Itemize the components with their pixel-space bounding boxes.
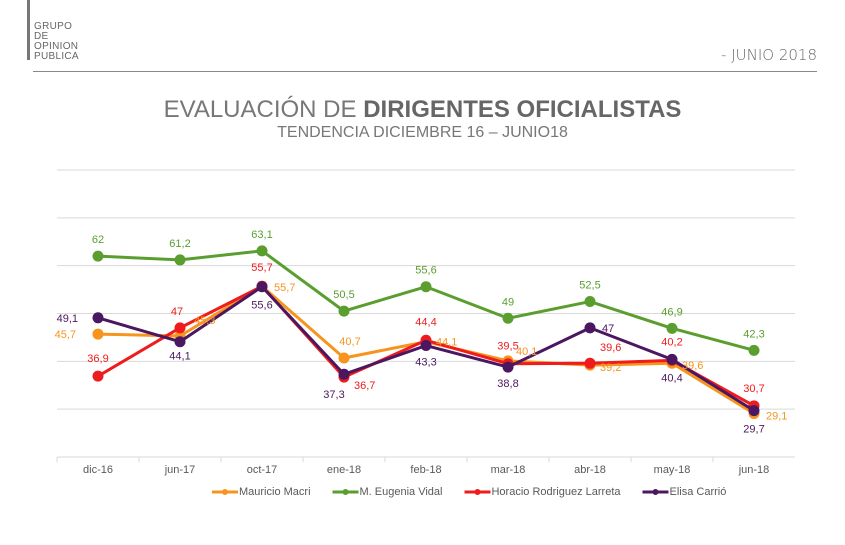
data-label: 44,1 [169,351,190,363]
legend-marker [652,489,659,495]
legend-marker [474,489,481,495]
data-label: 52,5 [579,280,600,292]
data-point [420,340,432,352]
chart-title: EVALUACIÓN DE DIRIGENTES OFICIALISTAS [0,96,845,124]
data-label: 55,6 [415,265,436,277]
data-label: 61,2 [169,238,190,250]
data-point [502,312,514,324]
data-label: 55,7 [251,262,272,274]
data-label: 47 [602,323,614,335]
data-point [502,361,514,373]
data-point [748,344,760,356]
data-point [338,352,350,364]
legend-label: Mauricio Macri [239,486,311,498]
data-point [256,245,268,257]
x-tick-label: dic-16 [83,464,113,476]
chart-subtitle: TENDENCIA DICIEMBRE 16 – JUNIO18 [277,124,568,141]
data-point [256,281,268,293]
logo-line: GRUPO [34,21,73,32]
data-label: 39,6 [600,342,621,354]
logo-mark [27,0,30,60]
data-label: 39,6 [682,360,703,372]
title-bold: DIRIGENTES OFICIALISTAS [363,96,682,123]
data-label: 40,7 [339,336,360,348]
legend-marker [222,489,228,495]
data-label: 49 [502,296,514,308]
data-point [174,322,186,334]
x-tick-label: jun-18 [738,464,770,476]
logo: GRUPO DE OPINION PUBLICA [34,22,79,62]
header-divider [33,71,817,72]
data-label: 38,8 [497,378,518,390]
data-point [92,370,104,382]
data-label: 40,2 [661,336,682,348]
legend-label: Horacio Rodriguez Larreta [491,486,621,498]
data-label: 49,1 [57,313,78,325]
data-point [92,328,104,340]
logo-line: OPINION [34,41,79,52]
x-tick-label: mar-18 [491,464,526,476]
data-label: 29,1 [766,410,787,422]
logo-line: PUBLICA [34,51,79,62]
data-point [584,357,596,369]
data-label: 39,2 [600,362,621,374]
data-label: 30,7 [743,383,764,395]
x-tick-label: ene-18 [327,464,361,476]
data-label: 42,3 [743,328,764,340]
report-date: - JUNIO 2018 [721,46,817,64]
data-point [174,336,186,348]
data-label: 36,9 [87,353,108,365]
legend-label: M. Eugenia Vidal [360,486,443,498]
data-label: 63,1 [251,229,272,241]
data-point [666,353,678,365]
x-tick-label: abr-18 [574,464,606,476]
data-point [584,296,596,308]
data-label: 36,7 [354,380,375,392]
data-label: 46,9 [661,306,682,318]
data-label: 37,3 [323,389,344,401]
x-tick-label: feb-18 [410,464,441,476]
data-label: 44,1 [436,337,457,349]
data-point [338,305,350,317]
data-label: 62 [92,234,104,246]
data-point [420,281,432,293]
data-point [92,312,104,324]
data-point [338,368,350,380]
data-label: 47 [171,306,183,318]
data-point [666,322,678,334]
x-tick-label: jun-17 [164,464,196,476]
data-label: 50,5 [333,289,354,301]
data-point [174,254,186,266]
data-point [584,322,596,334]
data-label: 45,3 [194,315,215,327]
legend-label: Elisa Carrió [670,486,727,498]
data-label: 44,4 [415,316,436,328]
logo-line: DE [34,31,49,42]
data-point [748,405,760,417]
data-label: 55,7 [274,282,295,294]
data-label: 43,3 [415,357,436,369]
data-point [92,250,104,262]
data-label: 45,7 [55,329,76,341]
x-tick-label: oct-17 [247,464,278,476]
data-label: 40,1 [516,346,537,358]
data-label: 55,6 [251,300,272,312]
data-label: 39,5 [497,341,518,353]
data-label: 29,7 [743,424,764,436]
title-normal: EVALUACIÓN DE [163,96,364,123]
x-tick-label: may-18 [654,464,691,476]
legend-marker [342,489,349,495]
data-label: 40,4 [661,372,682,384]
